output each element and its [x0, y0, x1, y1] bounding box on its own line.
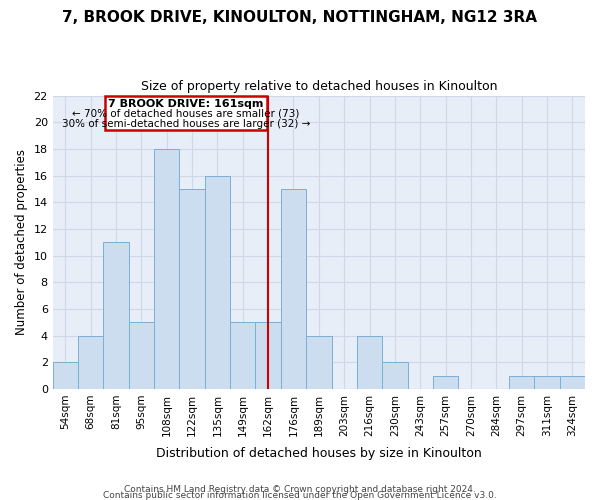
Bar: [560, 376, 585, 389]
Bar: [382, 362, 407, 389]
Bar: [256, 322, 281, 389]
Text: 30% of semi-detached houses are larger (32) →: 30% of semi-detached houses are larger (…: [62, 118, 310, 128]
Text: 7 BROOK DRIVE: 161sqm: 7 BROOK DRIVE: 161sqm: [108, 99, 263, 109]
FancyBboxPatch shape: [104, 96, 267, 130]
X-axis label: Distribution of detached houses by size in Kinoulton: Distribution of detached houses by size …: [156, 447, 482, 460]
Bar: [535, 376, 560, 389]
Bar: [230, 322, 256, 389]
Text: ← 70% of detached houses are smaller (73): ← 70% of detached houses are smaller (73…: [72, 109, 299, 119]
Title: Size of property relative to detached houses in Kinoulton: Size of property relative to detached ho…: [140, 80, 497, 93]
Bar: [509, 376, 535, 389]
Text: Contains HM Land Registry data © Crown copyright and database right 2024.: Contains HM Land Registry data © Crown c…: [124, 485, 476, 494]
Bar: [53, 362, 78, 389]
Y-axis label: Number of detached properties: Number of detached properties: [15, 149, 28, 335]
Bar: [281, 189, 306, 389]
Bar: [306, 336, 332, 389]
Bar: [103, 242, 129, 389]
Bar: [433, 376, 458, 389]
Bar: [129, 322, 154, 389]
Text: Contains public sector information licensed under the Open Government Licence v3: Contains public sector information licen…: [103, 491, 497, 500]
Bar: [205, 176, 230, 389]
Text: 7, BROOK DRIVE, KINOULTON, NOTTINGHAM, NG12 3RA: 7, BROOK DRIVE, KINOULTON, NOTTINGHAM, N…: [62, 10, 538, 25]
Bar: [154, 149, 179, 389]
Bar: [357, 336, 382, 389]
Bar: [179, 189, 205, 389]
Bar: [78, 336, 103, 389]
